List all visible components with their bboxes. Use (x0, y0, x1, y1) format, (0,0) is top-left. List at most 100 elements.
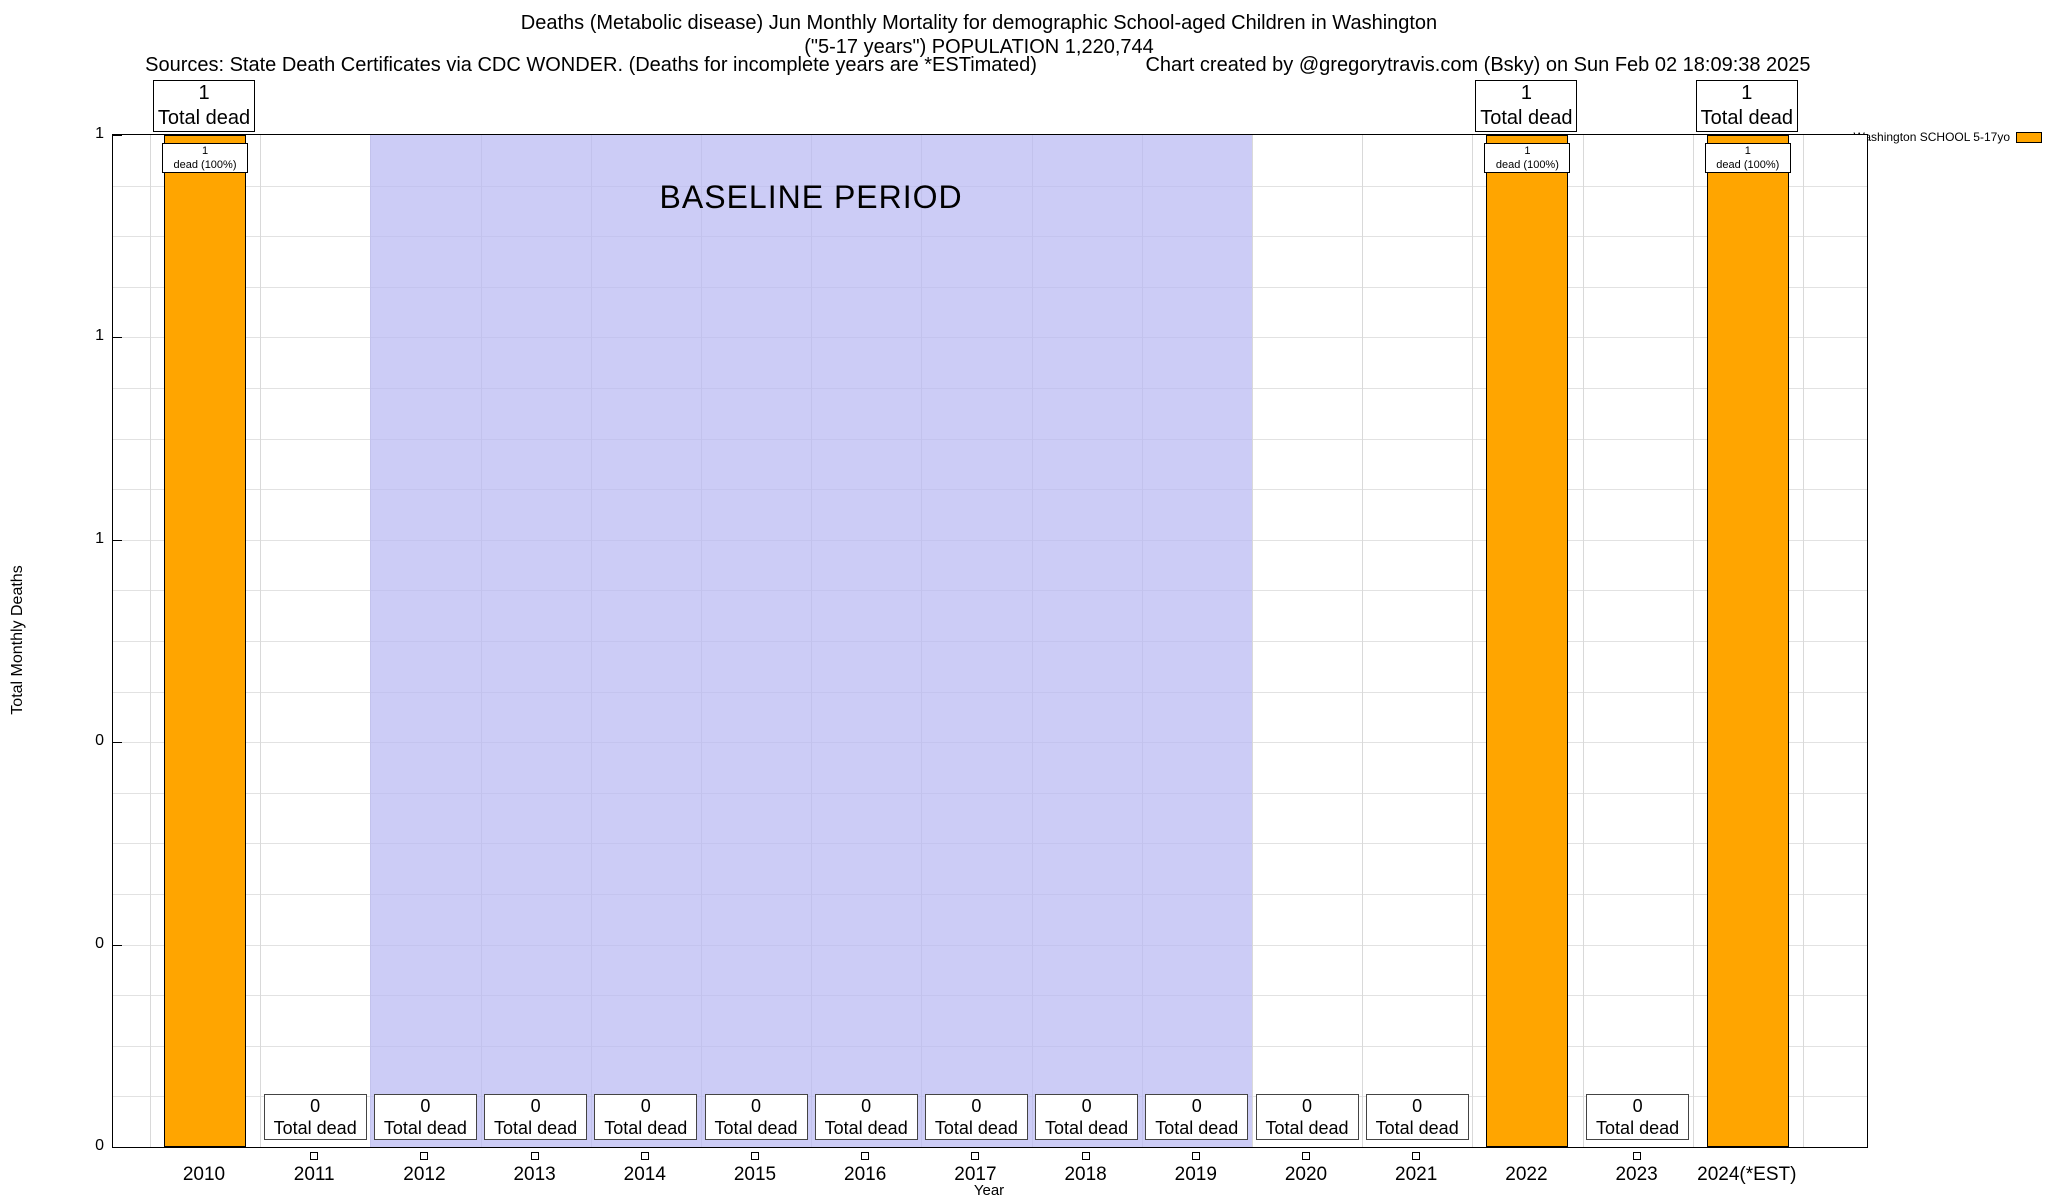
bar-dead-value: 1 (201, 145, 209, 157)
bar-dead-annotation: 1 dead (100%) (1704, 143, 1791, 173)
bar-dead-pct-label: dead (100%) (173, 159, 237, 171)
zero-total-dead-box: 0 Total dead (373, 1094, 477, 1140)
y-tick-label: 1 (95, 327, 104, 345)
zero-dead-label: Total dead (273, 1118, 357, 1138)
bar (1706, 135, 1789, 1147)
total-dead-box: 1 Total dead (1695, 80, 1798, 132)
v-gridline (1692, 135, 1694, 1147)
zero-dead-label: Total dead (1596, 1118, 1680, 1138)
bar-dead-pct-label: dead (100%) (1495, 159, 1559, 171)
v-gridline (1362, 135, 1364, 1147)
zero-dead-label: Total dead (714, 1118, 798, 1138)
total-dead-label: Total dead (157, 107, 251, 129)
zero-point-marker (1302, 1152, 1310, 1160)
zero-total-dead-box: 0 Total dead (594, 1094, 698, 1140)
zero-dead-label: Total dead (494, 1118, 578, 1138)
legend-label: Washington SCHOOL 5-17yo (1853, 130, 2010, 144)
bar-dead-annotation: 1 dead (100%) (162, 143, 248, 173)
zero-dead-value: 0 (530, 1096, 541, 1116)
zero-point-marker (530, 1152, 539, 1160)
baseline-label: BASELINE PERIOD (659, 179, 963, 215)
v-gridline (1582, 135, 1584, 1147)
zero-total-dead-box: 0 Total dead (263, 1094, 367, 1140)
y-tick-label: 0 (95, 934, 104, 952)
x-tick-label: 2017 (954, 1164, 997, 1185)
zero-dead-label: Total dead (1265, 1118, 1349, 1138)
zero-dead-label: Total dead (934, 1118, 1018, 1138)
y-tick-label: 1 (95, 529, 104, 547)
credit-note: Chart created by @gregorytravis.com (Bsk… (1145, 54, 1811, 76)
zero-dead-label: Total dead (1155, 1118, 1239, 1138)
x-tick-label: 2024(*EST) (1697, 1164, 1797, 1185)
zero-total-dead-box: 0 Total dead (704, 1094, 808, 1140)
x-tick-label: 2016 (844, 1164, 887, 1185)
x-tick-label: 2011 (293, 1164, 335, 1185)
x-tick-label: 2013 (513, 1164, 556, 1185)
y-axis-title: Total Monthly Deaths (9, 565, 26, 715)
zero-dead-value: 0 (861, 1096, 872, 1116)
total-dead-label: Total dead (1700, 107, 1793, 129)
y-tick-label: 0 (95, 1137, 104, 1154)
legend: Washington SCHOOL 5-17yo (1853, 130, 2042, 144)
zero-dead-label: Total dead (1375, 1118, 1459, 1138)
total-dead-value: 1 (1520, 82, 1532, 104)
bar (1486, 135, 1569, 1147)
zero-dead-value: 0 (640, 1096, 651, 1116)
y-tick-mark (113, 539, 122, 541)
y-tick-label: 1 (95, 125, 104, 142)
zero-point-marker (1632, 1152, 1641, 1160)
zero-point-marker (1081, 1152, 1090, 1160)
bar-dead-annotation: 1 dead (100%) (1484, 143, 1571, 173)
zero-dead-value: 0 (1081, 1096, 1092, 1116)
zero-total-dead-box: 0 Total dead (924, 1094, 1028, 1140)
x-tick-label: 2022 (1505, 1164, 1548, 1185)
zero-dead-value: 0 (1632, 1096, 1643, 1116)
y-tick-mark (113, 742, 122, 744)
x-axis-title: Year (973, 1182, 1005, 1199)
zero-total-dead-box: 0 Total dead (814, 1094, 918, 1140)
zero-total-dead-box: 0 Total dead (1255, 1094, 1359, 1140)
sources-note: Sources: State Death Certificates via CD… (145, 54, 1037, 76)
zero-point-marker (751, 1152, 759, 1160)
chart-title: Deaths (Metabolic disease) Jun Monthly M… (520, 12, 1438, 34)
bar-dead-value: 1 (1524, 145, 1531, 157)
zero-dead-label: Total dead (1045, 1118, 1129, 1138)
chart-subtitle: ("5-17 years") POPULATION 1,220,744 (804, 36, 1154, 58)
total-dead-box: 1 Total dead (1475, 80, 1578, 132)
legend-color-swatch (2016, 131, 2042, 143)
y-tick-mark (113, 1147, 122, 1148)
v-gridline (1472, 135, 1474, 1147)
zero-dead-label: Total dead (604, 1118, 688, 1138)
zero-dead-value: 0 (420, 1096, 431, 1116)
zero-dead-value: 0 (750, 1096, 761, 1116)
y-tick-mark (113, 337, 122, 339)
zero-total-dead-box: 0 Total dead (1035, 1094, 1139, 1140)
bar-dead-pct-label: dead (100%) (1716, 159, 1780, 171)
plot-area: BASELINE PERIOD 1 dead (100%) 0 Total dead 0 T… (112, 134, 1868, 1148)
zero-point-marker (310, 1152, 319, 1160)
y-tick-mark (113, 135, 122, 136)
y-tick-mark (113, 944, 122, 946)
x-tick-label: 2010 (182, 1164, 226, 1185)
zero-point-marker (861, 1152, 870, 1160)
total-dead-label: Total dead (1480, 107, 1573, 129)
zero-point-marker (1412, 1152, 1421, 1160)
x-tick-label: 2023 (1615, 1164, 1658, 1185)
zero-point-marker (1191, 1152, 1200, 1160)
v-gridline (149, 135, 151, 1147)
x-tick-label: 2020 (1284, 1164, 1328, 1185)
total-dead-value: 1 (198, 82, 210, 104)
x-tick-label: 2014 (623, 1164, 666, 1185)
v-gridline (1802, 135, 1804, 1147)
x-tick-label: 2021 (1395, 1164, 1438, 1185)
zero-dead-value: 0 (1301, 1096, 1312, 1116)
zero-total-dead-box: 0 Total dead (484, 1094, 588, 1140)
x-tick-label: 2018 (1064, 1164, 1107, 1185)
zero-total-dead-box: 0 Total dead (1586, 1094, 1690, 1140)
zero-dead-value: 0 (1412, 1096, 1423, 1116)
baseline-region (370, 135, 1252, 1147)
zero-dead-value: 0 (1191, 1096, 1202, 1116)
total-dead-value: 1 (1741, 82, 1753, 104)
zero-total-dead-box: 0 Total dead (1365, 1094, 1469, 1140)
